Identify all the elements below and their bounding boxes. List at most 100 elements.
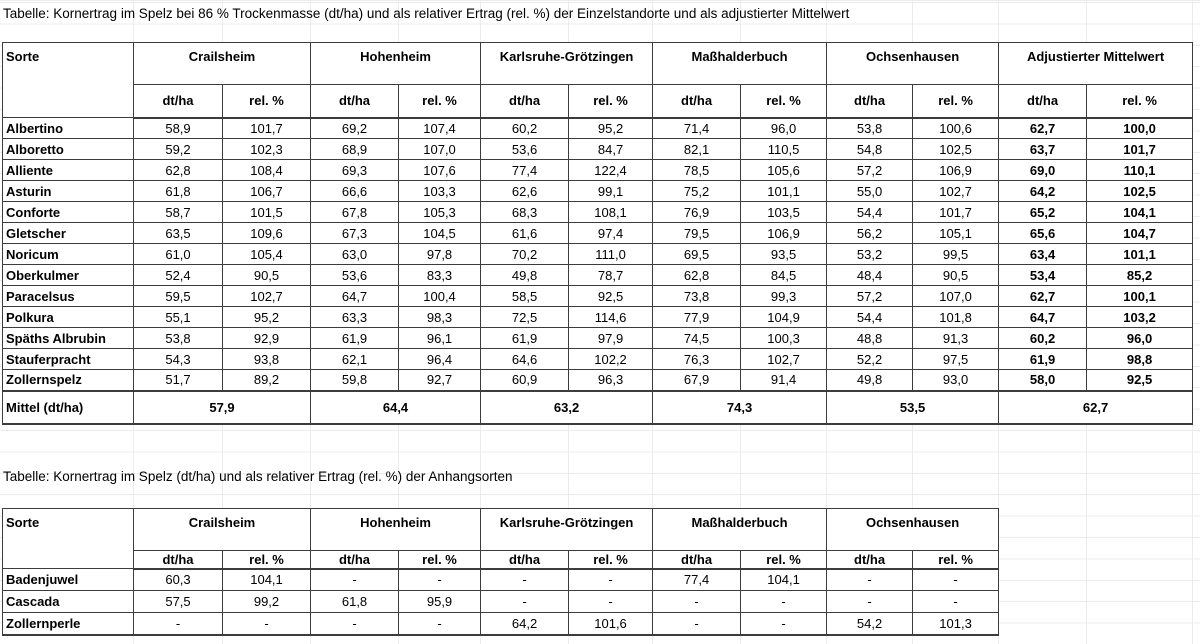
value-cell: 61,9: [998, 348, 1088, 370]
table-row: Zollernperle - - - -64,2 101,6- -54,2 101,3: [2, 612, 1000, 635]
value-cell: 68,9: [310, 138, 400, 160]
location-header-hohenheim: Hohenheim: [310, 508, 482, 551]
value-cell: 90,5: [221, 264, 312, 286]
value-cell: 72,5: [480, 306, 570, 328]
value-cell: 64,7: [310, 285, 400, 307]
value-cell: 61,8: [310, 590, 400, 613]
mittel-label: Mittel (dt/ha): [2, 389, 134, 424]
value-cell: 61,0: [133, 243, 223, 265]
value-cell: 98,3: [398, 306, 482, 328]
value-cell: 98,8: [1086, 348, 1194, 370]
value-cell: 97,4: [568, 222, 654, 244]
value-cell: 100,3: [740, 327, 828, 349]
value-cell: 104,9: [740, 306, 828, 328]
value-cell: 100,4: [398, 285, 482, 307]
value-cell: 93,5: [740, 243, 828, 265]
value-cell: 95,2: [221, 306, 312, 328]
location-header-row: Sorte Crailsheim Hohenheim Karlsruhe-Grötzi…: [2, 508, 1000, 569]
variety-name: Zollernspelz: [2, 369, 134, 391]
value-cell: 57,2: [826, 285, 914, 307]
value-cell: 101,1: [1086, 243, 1194, 265]
value-cell: 103,2: [1086, 306, 1194, 328]
value-cell: 76,3: [652, 348, 742, 370]
value-cell: 53,4: [998, 264, 1088, 286]
value-cell: 84,7: [568, 138, 654, 160]
value-cell: 67,3: [310, 222, 400, 244]
value-cell: 59,2: [133, 138, 223, 160]
value-cell: 90,5: [912, 264, 1000, 286]
appendix-yield-table: Sorte Crailsheim Hohenheim Karlsruhe-Grötzi…: [2, 508, 1000, 636]
subheader-dtha: dt/ha: [480, 84, 570, 119]
value-cell: 108,4: [221, 159, 312, 181]
value-cell: 83,3: [398, 264, 482, 286]
variety-name: Badenjuwel: [2, 568, 134, 591]
subheader-dtha: dt/ha: [652, 84, 742, 119]
value-cell: 64,7: [998, 306, 1088, 328]
value-cell: 96,1: [398, 327, 482, 349]
value-cell: 63,4: [998, 243, 1088, 265]
value-cell: 104,5: [398, 222, 482, 244]
value-cell: -: [652, 612, 742, 635]
value-cell: 105,4: [221, 243, 312, 265]
value-cell: 103,3: [398, 180, 482, 202]
value-cell: 77,9: [652, 306, 742, 328]
value-cell: 100,1: [1086, 285, 1194, 307]
table-body: Badenjuwel 60,3 104,1- - - -77,4 104,1- - Cascad…: [2, 568, 1000, 635]
value-cell: 106,9: [740, 222, 828, 244]
value-cell: 64,6: [480, 348, 570, 370]
value-cell: 101,1: [740, 180, 828, 202]
table-row: Stauferpracht 54,3 93,8 62,1 96,4 64,6 102,2 76…: [2, 348, 1194, 370]
value-cell: -: [568, 568, 654, 591]
value-cell: 78,7: [568, 264, 654, 286]
value-cell: -: [826, 590, 914, 613]
value-cell: 53,6: [310, 264, 400, 286]
subheader-dtha: dt/ha: [826, 550, 914, 570]
table-row: Cascada 57,5 99,2 61,8 95,9- - - - - -: [2, 590, 1000, 613]
value-cell: 100,0: [1086, 117, 1194, 139]
table-row: Oberkulmer 52,4 90,5 53,6 83,3 49,8 78,7 62,8 84…: [2, 264, 1194, 286]
table-row: Albertino 58,9 101,7 69,2 107,4 60,2 95,2 71,4 9…: [2, 117, 1194, 139]
value-cell: 101,8: [912, 306, 1000, 328]
value-cell: 92,5: [568, 285, 654, 307]
value-cell: 107,0: [398, 138, 482, 160]
value-cell: 102,3: [221, 138, 312, 160]
value-cell: 101,7: [1086, 138, 1194, 160]
variety-name: Cascada: [2, 590, 134, 613]
value-cell: 102,7: [740, 348, 828, 370]
value-cell: 52,2: [826, 348, 914, 370]
table-body: Albertino 58,9 101,7 69,2 107,4 60,2 95,2 71,4 9…: [2, 117, 1194, 391]
value-cell: 99,3: [740, 285, 828, 307]
value-cell: 69,2: [310, 117, 400, 139]
value-cell: 57,2: [826, 159, 914, 181]
location-header-ochsenhausen: Ochsenhausen: [826, 42, 1000, 85]
subheader-relpct: rel. %: [221, 550, 312, 570]
value-cell: 122,4: [568, 159, 654, 181]
table-row: Gletscher 63,5 109,6 67,3 104,5 61,6 97,4 79,5 1…: [2, 222, 1194, 244]
value-cell: 97,8: [398, 243, 482, 265]
subheader-dtha: dt/ha: [133, 550, 223, 570]
value-cell: 78,5: [652, 159, 742, 181]
value-cell: 53,6: [480, 138, 570, 160]
value-cell: 105,1: [912, 222, 1000, 244]
subheader-relpct: rel. %: [568, 84, 654, 119]
value-cell: 104,1: [740, 568, 828, 591]
location-header-ochsenhausen: Ochsenhausen: [826, 508, 1000, 551]
table-row: Conforte 58,7 101,5 67,8 105,3 68,3 108,1 76,9 1…: [2, 201, 1194, 223]
subheader-relpct: rel. %: [740, 550, 828, 570]
location-header-karlsruhe-groetzingen: Karlsruhe-Grötzingen: [480, 42, 654, 85]
value-cell: 102,7: [912, 180, 1000, 202]
mittel-value: 57,9: [132, 389, 312, 424]
value-cell: 106,7: [221, 180, 312, 202]
value-cell: 58,0: [998, 369, 1088, 391]
table1-title: Tabelle: Kornertrag im Spelz bei 86 % Tr…: [3, 6, 850, 21]
value-cell: 58,5: [480, 285, 570, 307]
value-cell: 59,8: [310, 369, 400, 391]
sorte-header: Sorte: [2, 42, 134, 118]
value-cell: 101,5: [221, 201, 312, 223]
subheader-relpct: rel. %: [568, 550, 654, 570]
value-cell: 64,2: [480, 612, 570, 635]
value-cell: 103,5: [740, 201, 828, 223]
variety-name: Alboretto: [2, 138, 134, 160]
value-cell: 71,4: [652, 117, 742, 139]
unit-header-row: dt/ha rel. % dt/ha rel. % dt/ha rel. % dt/ha re…: [3, 550, 1000, 570]
